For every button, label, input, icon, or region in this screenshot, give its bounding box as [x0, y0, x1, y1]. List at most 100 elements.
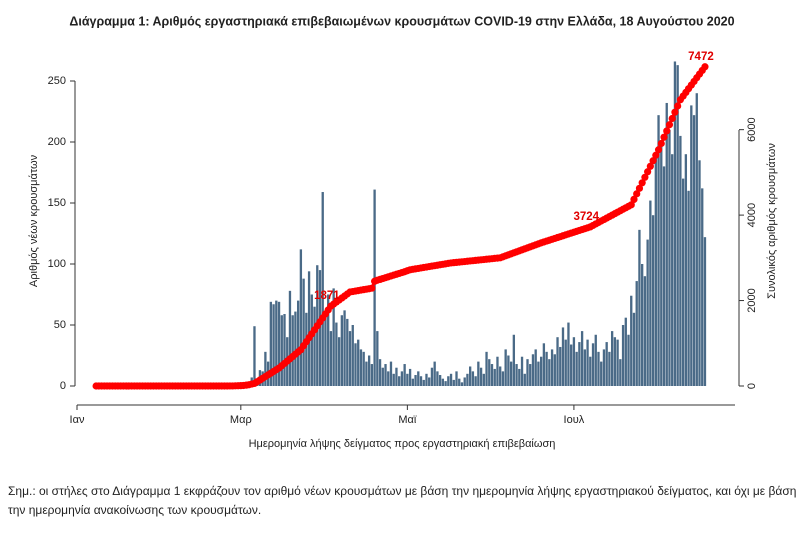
bar: [610, 331, 614, 386]
bar: [537, 361, 540, 386]
bar: [507, 355, 510, 386]
x-axis-label: Ημερομηνία λήψης δείγματος προς εργαστηρ…: [249, 438, 556, 450]
cumulative-point: [633, 190, 641, 198]
bar: [531, 354, 535, 386]
bar: [277, 301, 281, 386]
bar: [515, 364, 518, 386]
bar: [600, 361, 603, 386]
cumulative-point: [630, 195, 638, 203]
bar: [687, 190, 690, 386]
bar: [458, 378, 461, 386]
bar: [384, 364, 387, 386]
bar: [400, 371, 404, 386]
bar: [553, 354, 556, 386]
bar: [479, 367, 483, 386]
bar: [433, 361, 436, 386]
bar: [627, 334, 630, 386]
cumulative-point: [660, 133, 668, 141]
cumulative-point: [652, 151, 660, 159]
cumulative-line: [96, 65, 707, 388]
bar: [367, 355, 371, 386]
bar: [307, 271, 311, 386]
bar: [660, 142, 663, 386]
bar: [447, 376, 450, 386]
bar: [671, 154, 674, 386]
bar: [403, 364, 406, 386]
bar: [340, 315, 343, 386]
bar: [578, 342, 581, 386]
bar: [657, 115, 660, 386]
bar: [529, 364, 532, 386]
bar: [520, 356, 524, 386]
bar: [362, 351, 365, 386]
bar: [504, 349, 507, 386]
bar: [586, 339, 589, 386]
chart: Διάγραμμα 1: Αριθμός εργαστηριακά επιβεβ…: [28, 14, 778, 450]
bar: [348, 331, 352, 386]
bar: [624, 317, 627, 386]
bar: [662, 166, 666, 386]
bar: [469, 366, 472, 386]
cumulative-point: [641, 173, 649, 181]
bar: [605, 342, 608, 386]
chart-title: Διάγραμμα 1: Αριθμός εργαστηριακά επιβεβ…: [69, 14, 734, 28]
bar: [684, 154, 688, 386]
cumulative-point: [649, 157, 657, 165]
bar: [539, 356, 543, 386]
x-tick-label: Ιουλ: [564, 414, 585, 426]
bar: [654, 156, 657, 386]
bar: [264, 351, 267, 386]
bar: [542, 343, 546, 386]
bar: [646, 239, 649, 386]
bar: [643, 276, 647, 386]
bar: [417, 371, 420, 386]
bar: [570, 344, 573, 386]
bar: [488, 359, 491, 386]
bar: [305, 312, 308, 386]
bar: [676, 65, 679, 386]
bar: [395, 367, 398, 386]
bar: [346, 318, 349, 386]
bar: [703, 237, 707, 386]
bar: [419, 376, 423, 386]
bar: [359, 349, 363, 386]
bar: [681, 178, 685, 386]
bar: [580, 331, 584, 386]
annotation: 7472: [688, 51, 714, 63]
bar: [695, 93, 698, 386]
y-tick-label: 200: [48, 136, 66, 148]
cumulative-point: [663, 127, 671, 135]
bar: [638, 229, 641, 386]
bar: [398, 376, 401, 386]
x-tick-label: Μαρ: [230, 414, 252, 426]
bar: [329, 331, 333, 386]
bar: [635, 281, 638, 386]
bar: [378, 359, 382, 386]
cumulative-point: [657, 139, 665, 148]
cumulative-point: [671, 108, 679, 116]
bar: [559, 346, 562, 386]
bar: [499, 366, 502, 386]
y-tick-label: 100: [48, 258, 66, 270]
bar: [692, 115, 696, 386]
bar: [302, 278, 305, 386]
x-tick-label: Μαϊ: [398, 414, 417, 426]
bar: [466, 373, 469, 386]
bar: [641, 264, 644, 386]
y-tick-label: 250: [48, 75, 66, 87]
bar: [408, 368, 412, 386]
bar: [406, 373, 409, 386]
bar: [550, 349, 554, 386]
y-axis-label: Αριθμός νέων κρουσμάτων: [28, 154, 40, 287]
bar: [299, 249, 303, 386]
bar: [564, 339, 567, 386]
bar: [438, 375, 442, 386]
bar: [567, 322, 570, 386]
bar: [621, 325, 625, 386]
bar: [496, 356, 499, 386]
y-tick-label: 0: [60, 380, 66, 392]
bar: [455, 371, 458, 386]
bar: [493, 368, 496, 386]
bar: [253, 326, 256, 386]
bar: [291, 315, 294, 386]
